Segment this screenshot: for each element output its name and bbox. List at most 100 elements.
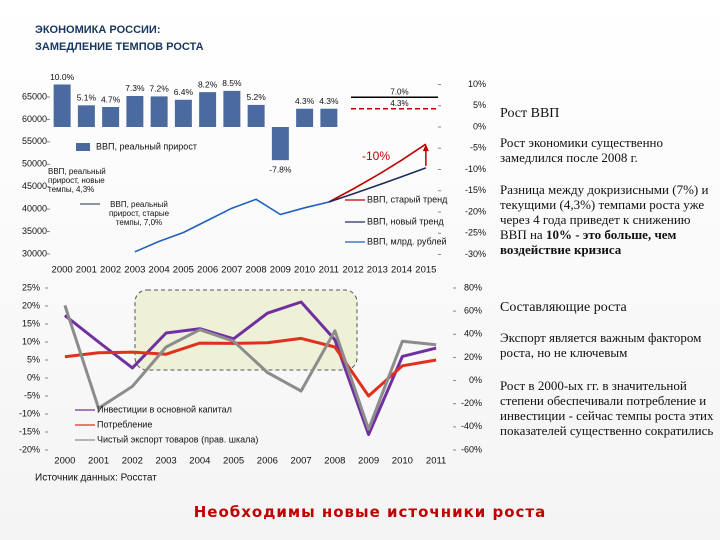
legend-label: Инвестиции в основной капитал xyxy=(97,404,232,414)
bar-label: -7.8% xyxy=(269,164,292,174)
bar xyxy=(174,99,192,127)
legend-label: ВВП, реальный прирост xyxy=(96,141,197,151)
y-tick-label: -20% xyxy=(19,444,40,454)
bar xyxy=(150,96,168,127)
sidebar-section: Составляющие роста Экспорт является важн… xyxy=(500,300,716,438)
x-tick-label: 2011 xyxy=(319,265,339,276)
line xyxy=(63,300,437,436)
x-tick-label: 2011 xyxy=(426,456,446,467)
y-tick-label: 35000 xyxy=(22,226,47,236)
line xyxy=(134,198,330,253)
sidebar-emphasis: 10% - это больше, чем воздействие кризис… xyxy=(500,227,677,257)
y2-tick-label: 60% xyxy=(464,306,482,316)
gap-arrow-head xyxy=(422,144,429,152)
y2-tick-label: 0% xyxy=(473,121,486,131)
reference-label: 7.0% xyxy=(390,87,408,96)
bar-label: 8.5% xyxy=(222,78,242,88)
x-tick-label: 2000 xyxy=(54,456,75,467)
x-tick-label: 2015 xyxy=(415,265,436,276)
bar-label: 5.1% xyxy=(77,93,97,103)
bar xyxy=(271,127,289,161)
y2-tick-label: -20% xyxy=(465,206,486,216)
bar xyxy=(199,92,217,127)
sidebar-text: Разница между докризисными (7%) и текущи… xyxy=(500,182,709,242)
y2-tick-label: 40% xyxy=(464,329,482,339)
x-tick-label: 2010 xyxy=(294,265,315,276)
x-tick-label: 2007 xyxy=(221,265,242,276)
bar-label: 7.3% xyxy=(125,83,145,93)
line xyxy=(328,167,427,203)
annotation: ВВП, реальный прирост, старые темпы, 7,0… xyxy=(108,200,170,227)
y-tick-label: 55000 xyxy=(22,136,47,146)
sidebar-text: Рост в 2000-ых гг. в значительной степен… xyxy=(500,378,714,438)
x-tick-label: 2003 xyxy=(124,265,145,276)
line xyxy=(63,304,437,431)
y2-tick-label: 80% xyxy=(464,282,482,292)
y-tick-label: -15% xyxy=(19,426,40,436)
y-tick-label: 60000 xyxy=(22,114,47,124)
bar-label: 4.3% xyxy=(295,96,315,106)
legend-label: Потребление xyxy=(97,419,152,429)
x-tick-label: 2004 xyxy=(149,265,170,276)
x-tick-label: 2008 xyxy=(246,265,267,276)
x-tick-label: 2001 xyxy=(88,456,109,467)
sidebar-heading: Рост ВВП xyxy=(500,106,560,121)
x-tick-label: 2000 xyxy=(52,265,73,276)
x-tick-label: 2012 xyxy=(343,265,364,276)
x-tick-label: 2002 xyxy=(122,456,143,467)
y-tick-label: 5% xyxy=(27,354,40,364)
x-tick-label: 2001 xyxy=(76,265,97,276)
y2-tick-label: 0% xyxy=(469,375,482,385)
bar xyxy=(223,90,241,127)
bar xyxy=(77,105,95,127)
legend-swatch xyxy=(76,143,90,151)
y2-tick-label: -5% xyxy=(470,143,486,153)
sidebar-heading: Составляющие роста xyxy=(500,300,627,315)
x-tick-label: 2006 xyxy=(197,265,218,276)
x-tick-label: 2007 xyxy=(291,456,312,467)
y-tick-label: -5% xyxy=(24,390,40,400)
annotation: ВВП, реальный прирост, новые темпы, 4,3% xyxy=(48,167,106,194)
x-tick-label: 2013 xyxy=(367,265,388,276)
x-tick-label: 2005 xyxy=(223,456,244,467)
line xyxy=(328,143,427,203)
y2-tick-label: -20% xyxy=(461,398,482,408)
y-tick-label: 25% xyxy=(22,282,40,292)
y2-tick-label: -30% xyxy=(465,249,486,259)
x-tick-label: 2003 xyxy=(156,456,177,467)
y-tick-label: 65000 xyxy=(22,91,47,101)
y2-tick-label: 10% xyxy=(468,79,486,89)
reference-label: 4.3% xyxy=(390,99,408,108)
source: Источник данных: Росстат xyxy=(35,473,157,484)
bar-label: 4.3% xyxy=(319,96,339,106)
legend-label: Чистый экспорт товаров (прав. шкала) xyxy=(97,434,258,444)
bar-label: 4.7% xyxy=(101,94,121,104)
x-tick-label: 2008 xyxy=(324,456,345,467)
bar xyxy=(247,104,265,127)
bar xyxy=(126,95,144,127)
y-tick-label: 45000 xyxy=(22,181,47,191)
bar-label: 10.0% xyxy=(50,72,75,82)
y-tick-label: 50000 xyxy=(22,159,47,169)
sidebar-section: Рост ВВП Рост экономики существенно заме… xyxy=(500,106,716,257)
y-tick-label: 0% xyxy=(27,372,40,382)
y-tick-label: 30000 xyxy=(22,248,47,258)
y-tick-label: -10% xyxy=(19,408,40,418)
y2-tick-label: -15% xyxy=(465,185,486,195)
sidebar-text: Рост экономики существенно замедлился по… xyxy=(500,135,663,165)
sidebar-text: Экспорт является важным фактором роста, … xyxy=(500,330,702,360)
x-tick-label: 2009 xyxy=(358,456,379,467)
legend-label: ВВП, млрд. рублей xyxy=(367,236,447,246)
y-tick-label: 10% xyxy=(22,336,40,346)
bar-label: 8.2% xyxy=(198,79,218,89)
footer: Необходимы новые источники роста xyxy=(193,503,547,521)
legend-label: ВВП, старый тренд xyxy=(367,194,448,204)
x-tick-label: 2009 xyxy=(270,265,291,276)
y-tick-label: 40000 xyxy=(22,204,47,214)
y2-tick-label: -25% xyxy=(465,228,486,238)
bar-label: 5.2% xyxy=(246,92,266,102)
x-tick-label: 2005 xyxy=(173,265,194,276)
x-tick-label: 2004 xyxy=(189,456,210,467)
